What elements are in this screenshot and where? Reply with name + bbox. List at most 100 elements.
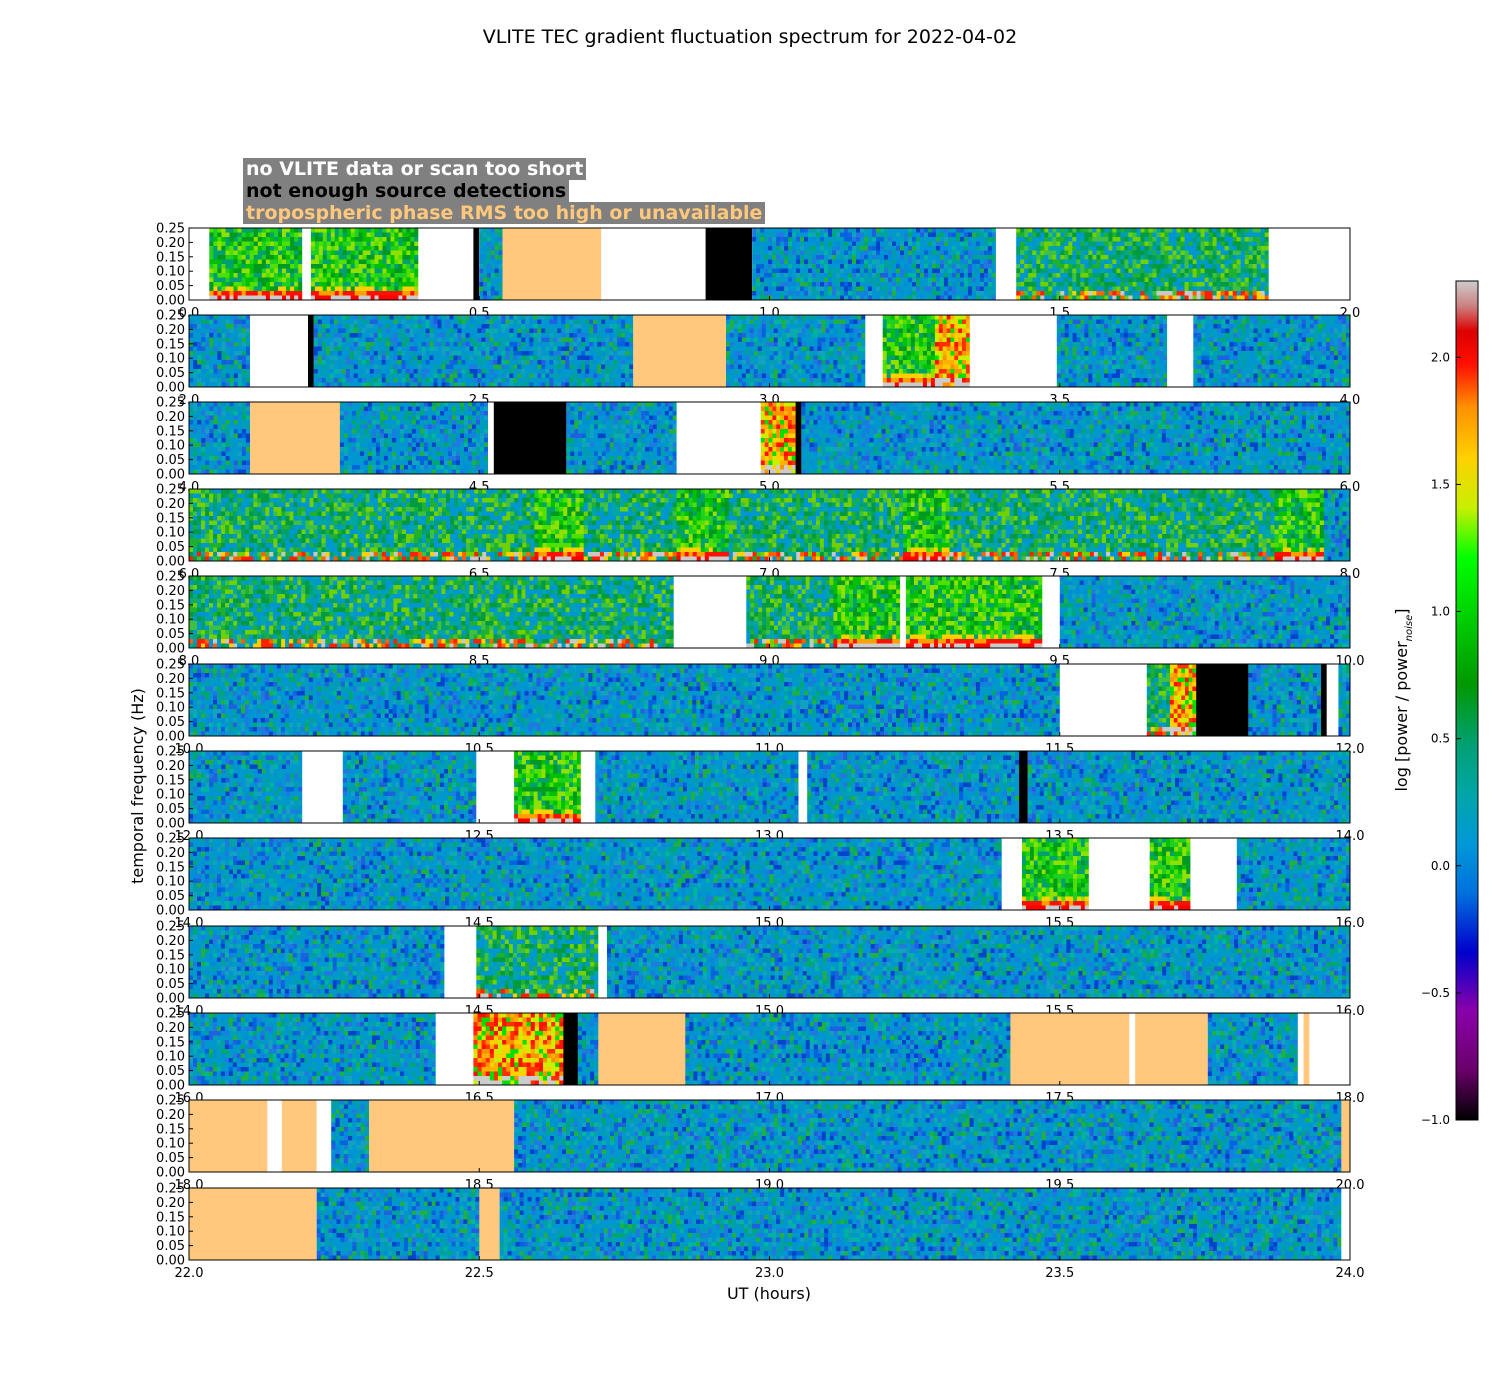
spectrum-cell [479,264,483,269]
spectrum-cell [1128,237,1132,242]
spectrum-cell [1221,251,1225,256]
spectrum-cell [391,228,395,233]
spectrum-cell [383,233,387,238]
spectrum-cell [1036,237,1040,242]
spectrum-cell [491,278,495,283]
spectrum-cell [788,273,792,278]
spectrum-cell [752,228,756,233]
spectrum-cell [1145,255,1149,260]
spectrum-cell [298,246,302,251]
spectrum-cell [940,255,944,260]
spectrum-cell [968,246,972,251]
spectrum-cell [988,242,992,247]
spectrum-cell [278,251,282,256]
spectrum-cell [856,278,860,283]
spectrum-cell [1044,246,1048,251]
spectrum-cell [948,291,952,296]
spectrum-cell [294,273,298,278]
spectrum-cell [250,287,254,292]
spectrum-cell [238,273,242,278]
spectrum-cell [1205,242,1209,247]
spectrum-cell [896,233,900,238]
spectrum-cell [363,228,367,233]
spectrum-cell [1120,237,1124,242]
spectrum-cell [892,260,896,265]
spectrum-cell [213,273,217,278]
spectrum-cell [988,228,992,233]
spectrum-cell [1036,246,1040,251]
spectrum-cell [491,228,495,233]
spectrum-cell [840,264,844,269]
spectrum-cell [940,282,944,287]
spectrum-cell [1265,246,1269,251]
spectrum-cell [209,246,213,251]
spectrum-cell [932,228,936,233]
spectrum-cell [920,251,924,256]
spectrum-cell [298,233,302,238]
spectrum-cell [1096,233,1100,238]
spectrum-cell [984,269,988,274]
spectrum-cell [972,260,976,265]
spectrum-cell [904,282,908,287]
spectrum-cell [238,228,242,233]
spectrum-cell [1205,233,1209,238]
spectrum-cell [1177,242,1181,247]
spectrum-cell [812,282,816,287]
spectrum-cell [1100,251,1104,256]
spectrum-cell [868,242,872,247]
spectrum-cell [254,242,258,247]
spectrum-cell [856,228,860,233]
spectrum-cell [1169,233,1173,238]
spectrum-cell [258,291,262,296]
spectrum-cell [383,291,387,296]
spectrum-cell [270,246,274,251]
spectrum-cell [499,287,503,292]
spectrum-cell [1056,260,1060,265]
spectrum-cell [764,260,768,265]
spectrum-cell [828,228,832,233]
spectrum-cell [828,278,832,283]
spectrum-cell [952,255,956,260]
spectrum-cell [1261,255,1265,260]
spectrum-cell [992,237,996,242]
spectrum-cell [367,251,371,256]
spectrum-cell [904,260,908,265]
spectrum-cell [414,246,418,251]
spectrum-cell [213,246,217,251]
spectrum-cell [1064,242,1068,247]
spectrum-cell [768,251,772,256]
spectrum-cell [880,278,884,283]
spectrum-cell [315,228,319,233]
spectrum-cell [768,264,772,269]
spectrum-cell [319,273,323,278]
spectrum-cell [414,273,418,278]
spectrum-cell [860,264,864,269]
spectrum-cell [1092,255,1096,260]
spectrum-cell [1225,255,1229,260]
spectrum-cell [836,246,840,251]
spectrum-cell [331,246,335,251]
spectrum-cell [1137,242,1141,247]
spectrum-cell [1084,251,1088,256]
spectrum-cell [246,278,250,283]
spectrum-cell [840,242,844,247]
spectrum-cell [359,251,363,256]
spectrum-cell [371,228,375,233]
spectrum-cell [339,278,343,283]
spectrum-cell [944,291,948,296]
spectrum-cell [499,242,503,247]
spectrum-cell [788,233,792,238]
spectrum-cell [932,233,936,238]
spectrum-cell [394,237,398,242]
spectrum-cell [848,287,852,292]
spectrum-cell [904,264,908,269]
spectrum-cell [406,246,410,251]
spectrum-cell [896,269,900,274]
spectrum-cell [250,233,254,238]
spectrum-cell [234,264,238,269]
spectrum-cell [852,269,856,274]
spectrum-cell [756,233,760,238]
spectrum-cell [888,251,892,256]
spectrum-cell [387,278,391,283]
spectrum-cell [948,260,952,265]
